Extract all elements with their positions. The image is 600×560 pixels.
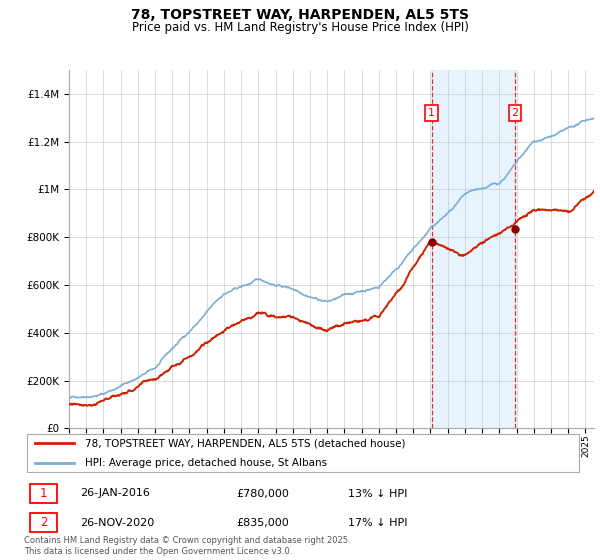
Text: Price paid vs. HM Land Registry's House Price Index (HPI): Price paid vs. HM Land Registry's House … [131, 21, 469, 34]
Text: 13% ↓ HPI: 13% ↓ HPI [347, 488, 407, 498]
Text: 26-NOV-2020: 26-NOV-2020 [80, 518, 154, 528]
Text: 1: 1 [428, 108, 435, 118]
Text: 2: 2 [511, 108, 518, 118]
FancyBboxPatch shape [29, 514, 58, 533]
Text: 2: 2 [40, 516, 47, 529]
Text: 1: 1 [40, 487, 47, 500]
Bar [431, 70, 515, 428]
Text: 78, TOPSTREET WAY, HARPENDEN, AL5 5TS: 78, TOPSTREET WAY, HARPENDEN, AL5 5TS [131, 8, 469, 22]
Text: HPI: Average price, detached house, St Albans: HPI: Average price, detached house, St A… [85, 458, 328, 468]
Text: £835,000: £835,000 [236, 518, 289, 528]
FancyBboxPatch shape [27, 435, 579, 472]
Text: £780,000: £780,000 [236, 488, 289, 498]
FancyBboxPatch shape [29, 484, 58, 503]
Text: Contains HM Land Registry data © Crown copyright and database right 2025.
This d: Contains HM Land Registry data © Crown c… [24, 536, 350, 556]
Text: 17% ↓ HPI: 17% ↓ HPI [347, 518, 407, 528]
Text: 78, TOPSTREET WAY, HARPENDEN, AL5 5TS (detached house): 78, TOPSTREET WAY, HARPENDEN, AL5 5TS (d… [85, 438, 406, 449]
Text: 26-JAN-2016: 26-JAN-2016 [80, 488, 149, 498]
